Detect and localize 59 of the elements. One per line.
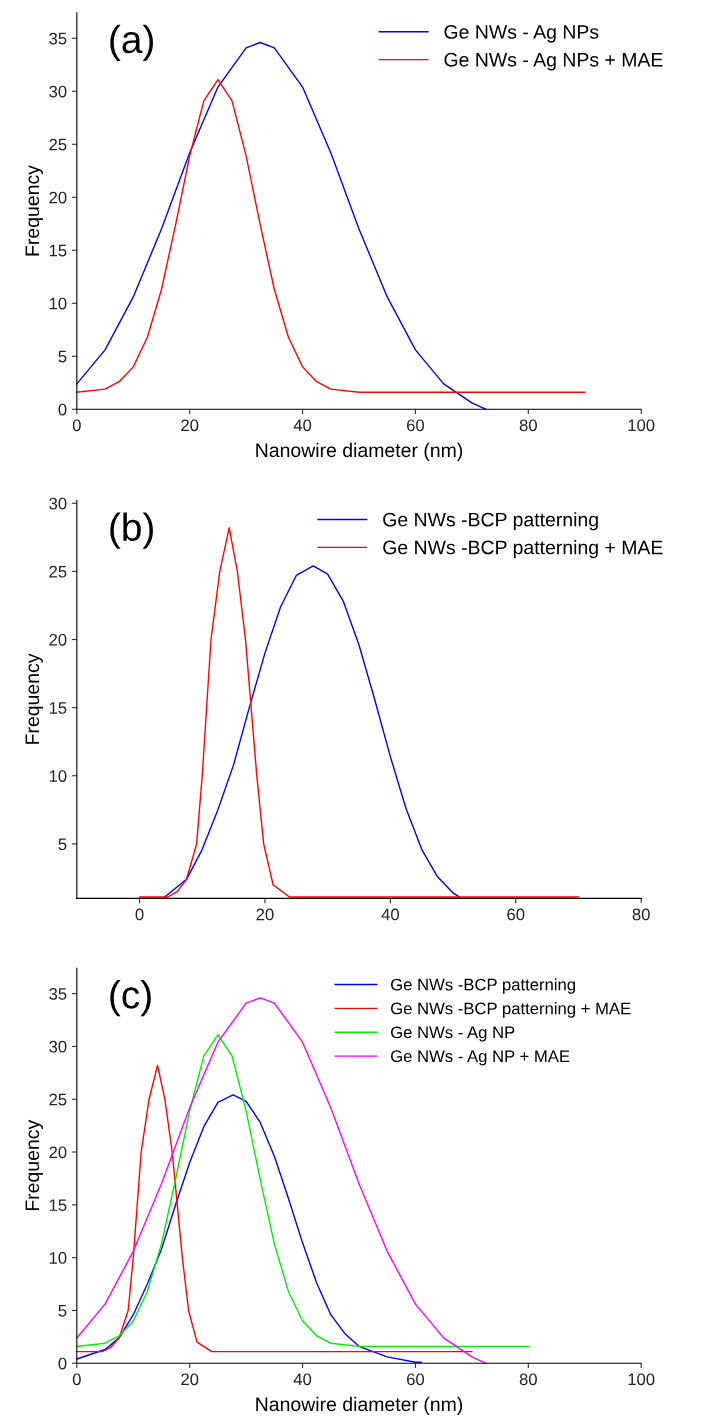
chart-title: (b) bbox=[110, 512, 153, 549]
y-tick-label: 30 bbox=[49, 85, 67, 98]
x-tick-label: 60 bbox=[507, 908, 525, 921]
x-tick-label: 80 bbox=[519, 419, 537, 432]
chart-title: (a) bbox=[110, 24, 153, 61]
legend-label: Ge NWs - Ag NPs bbox=[444, 25, 599, 43]
legend-label: Ge NWs - Ag NPs + MAE bbox=[444, 52, 663, 71]
x-tick-label: 0 bbox=[135, 908, 144, 921]
legend-label: Ge NWs - Ag NP bbox=[391, 1026, 515, 1042]
y-axis-title: Frequency bbox=[25, 165, 44, 256]
y-tick-label: 35 bbox=[49, 32, 67, 45]
y-tick-label: 15 bbox=[49, 244, 67, 257]
legend-label: Ge NWs -BCP patterning + MAE bbox=[391, 1002, 631, 1018]
y-tick-label: 35 bbox=[49, 988, 67, 1000]
y-tick-label: 30 bbox=[49, 497, 67, 510]
y-tick-label: 15 bbox=[49, 702, 67, 714]
x-tick-label: 0 bbox=[72, 1373, 81, 1386]
x-tick-label: 100 bbox=[628, 1373, 655, 1386]
x-axis-title: Nanowire diameter (nm) bbox=[256, 1396, 463, 1415]
y-tick-label: 25 bbox=[49, 1093, 67, 1106]
line-series bbox=[76, 1094, 422, 1363]
legend-label: Ge NWs -BCP patterning + MAE bbox=[383, 540, 663, 559]
x-tick-label: 0 bbox=[72, 419, 81, 432]
chart-title: (c) bbox=[110, 980, 151, 1017]
x-tick-label: 40 bbox=[293, 419, 312, 432]
y-tick-label: 0 bbox=[58, 1357, 67, 1370]
x-tick-label: 20 bbox=[256, 908, 274, 921]
y-tick-label: 5 bbox=[58, 350, 67, 363]
y-tick-label: 15 bbox=[49, 1199, 67, 1212]
x-tick-label: 60 bbox=[407, 1373, 425, 1386]
x-tick-label: 40 bbox=[381, 908, 399, 921]
legend-label: Ge NWs -BCP patterning bbox=[383, 512, 598, 531]
x-tick-label: 20 bbox=[181, 419, 199, 432]
y-tick-label: 25 bbox=[49, 565, 67, 578]
x-tick-label: 80 bbox=[519, 1373, 537, 1386]
legend-label: Ge NWs - Ag NP + MAE bbox=[391, 1050, 570, 1066]
x-tick-label: 60 bbox=[407, 419, 425, 432]
line-series bbox=[163, 565, 461, 898]
y-axis-title: Frequency bbox=[25, 653, 44, 744]
y-tick-label: 10 bbox=[49, 1252, 67, 1264]
x-tick-label: 20 bbox=[181, 1373, 199, 1386]
line-series bbox=[76, 78, 586, 393]
line-series bbox=[76, 1064, 473, 1353]
y-tick-label: 20 bbox=[49, 1146, 67, 1159]
y-tick-label: 30 bbox=[49, 1040, 67, 1053]
y-tick-label: 5 bbox=[58, 1305, 67, 1317]
x-tick-label: 40 bbox=[293, 1373, 312, 1386]
y-tick-label: 20 bbox=[49, 191, 67, 204]
x-axis-title: Nanowire diameter (nm) bbox=[256, 442, 463, 461]
legend-label: Ge NWs -BCP patterning bbox=[391, 978, 575, 994]
y-tick-label: 25 bbox=[49, 138, 67, 151]
y-tick-label: 20 bbox=[49, 633, 67, 646]
x-tick-label: 80 bbox=[632, 908, 650, 921]
y-tick-label: 10 bbox=[49, 297, 67, 310]
y-tick-label: 5 bbox=[58, 838, 67, 851]
y-tick-label: 10 bbox=[49, 770, 67, 782]
y-axis-title: Frequency bbox=[25, 1119, 44, 1211]
x-tick-label: 100 bbox=[628, 419, 655, 432]
y-tick-label: 0 bbox=[58, 403, 67, 416]
